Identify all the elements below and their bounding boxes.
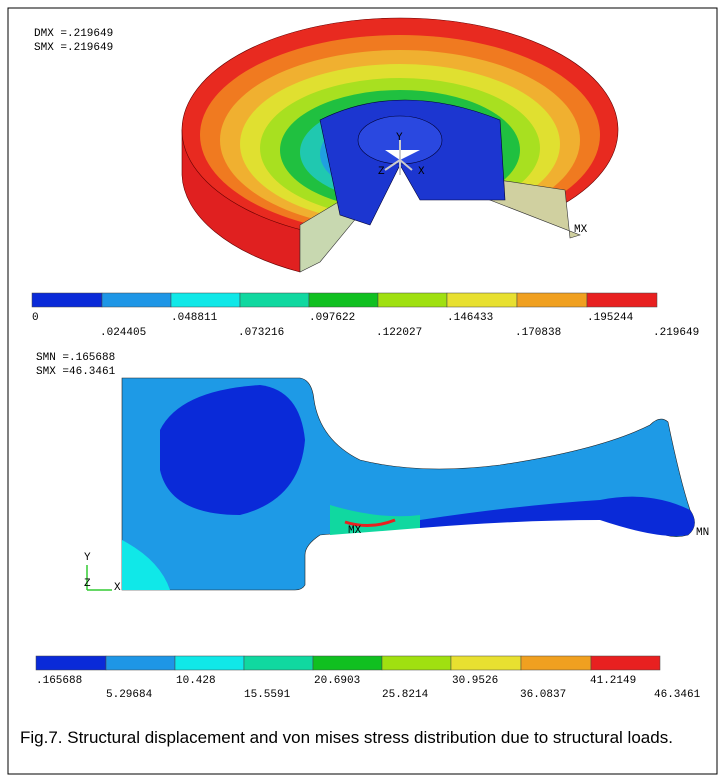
- triad-label: Y: [396, 132, 403, 144]
- max-marker: MX: [348, 525, 362, 537]
- triad-label: Z: [84, 578, 91, 590]
- legend-label: 41.2149: [590, 675, 636, 687]
- legend-label: 15.5591: [244, 689, 291, 701]
- header-line: SMN =.165688: [36, 352, 115, 364]
- legend-label: 30.9526: [452, 675, 498, 687]
- legend-label: .170838: [515, 327, 561, 339]
- legend-label: .024405: [100, 327, 146, 339]
- legend-label: 10.428: [176, 675, 216, 687]
- legend-label: 46.3461: [654, 689, 701, 701]
- legend-bar: [36, 656, 660, 670]
- legend-label: .219649: [653, 327, 699, 339]
- figure-canvas: DMX =.219649 SMX =.219649 Y Z X MX 0 .04…: [0, 0, 723, 777]
- profile-model: [122, 378, 695, 590]
- legend-label: 36.0837: [520, 689, 566, 701]
- legend-label: .073216: [238, 327, 284, 339]
- legend-label: .146433: [447, 312, 493, 324]
- triad-label: X: [114, 582, 121, 594]
- legend-bar: [32, 293, 657, 307]
- legend-label: .048811: [171, 312, 218, 324]
- triad-label: Z: [378, 166, 385, 178]
- caption: Fig.7. Structural displacement and von m…: [20, 728, 715, 748]
- legend-label: 25.8214: [382, 689, 429, 701]
- legend-label: 5.29684: [106, 689, 153, 701]
- legend-label: 20.6903: [314, 675, 360, 687]
- legend-label: .122027: [376, 327, 422, 339]
- header-line: DMX =.219649: [34, 28, 113, 40]
- legend-label: .165688: [36, 675, 82, 687]
- legend-label: .195244: [587, 312, 634, 324]
- header-line: SMX =46.3461: [36, 366, 116, 378]
- legend-label: 0: [32, 312, 39, 324]
- triad: [87, 565, 112, 590]
- triad-label: X: [418, 166, 425, 178]
- triad-label: Y: [84, 552, 91, 564]
- figure: DMX =.219649 SMX =.219649 Y Z X MX 0 .04…: [0, 0, 723, 777]
- header-line: SMX =.219649: [34, 42, 113, 54]
- max-marker: MX: [574, 224, 588, 236]
- ring-model: [182, 18, 618, 272]
- min-marker: MN: [696, 527, 709, 539]
- legend-label: .097622: [309, 312, 355, 324]
